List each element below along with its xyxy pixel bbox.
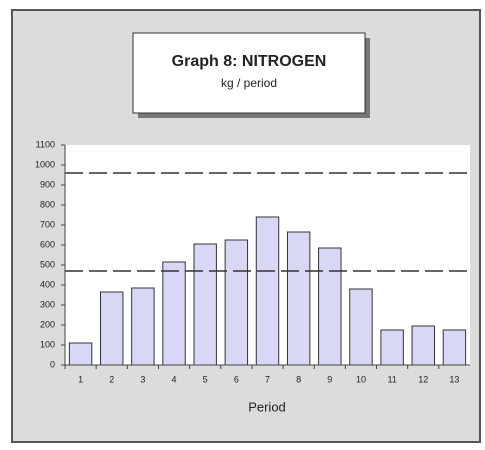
bar [193, 243, 217, 366]
x-tick-label: 6 [234, 374, 239, 384]
bar [100, 291, 124, 366]
bar [318, 247, 342, 366]
bar [162, 261, 186, 366]
y-tick-label: 400 [40, 279, 55, 289]
y-tick-label: 700 [40, 219, 55, 229]
y-tick-label: 1100 [36, 139, 55, 149]
y-tick-label: 100 [40, 339, 55, 349]
x-tick-label: 10 [356, 374, 366, 384]
bar [442, 329, 467, 366]
x-tick-label: 4 [172, 374, 177, 384]
x-tick-label: 8 [296, 374, 301, 384]
y-tick-label: 200 [40, 319, 55, 329]
x-tick-label: 1 [78, 374, 83, 384]
x-tick-label: 5 [203, 374, 208, 384]
y-tick-label: 300 [40, 299, 55, 309]
bar [131, 287, 155, 366]
x-tick-label: 13 [449, 374, 459, 384]
x-tick-label: 7 [265, 374, 270, 384]
y-tick-label: 500 [40, 259, 55, 269]
bar [68, 342, 93, 366]
x-tick-label: 2 [109, 374, 114, 384]
bar [411, 325, 435, 366]
y-tick-label: 800 [40, 199, 55, 209]
x-tick-label: 3 [140, 374, 145, 384]
y-tick-label: 1000 [35, 159, 55, 169]
x-tick-label: 11 [387, 374, 396, 384]
chart-subtitle: kg / period [221, 76, 277, 90]
y-tick-label: 0 [50, 359, 55, 369]
title-box [132, 32, 366, 114]
bar [380, 329, 404, 366]
bar [286, 231, 311, 366]
bar [224, 239, 249, 366]
x-axis-title: Period [248, 399, 286, 414]
y-tick-label: 900 [40, 179, 55, 189]
bar [349, 288, 373, 366]
y-tick-label: 600 [40, 239, 55, 249]
bar [255, 216, 280, 366]
x-tick-label: 12 [418, 374, 428, 384]
chart-title: Graph 8: NITROGEN [172, 53, 327, 70]
x-tick-label: 9 [327, 374, 332, 384]
